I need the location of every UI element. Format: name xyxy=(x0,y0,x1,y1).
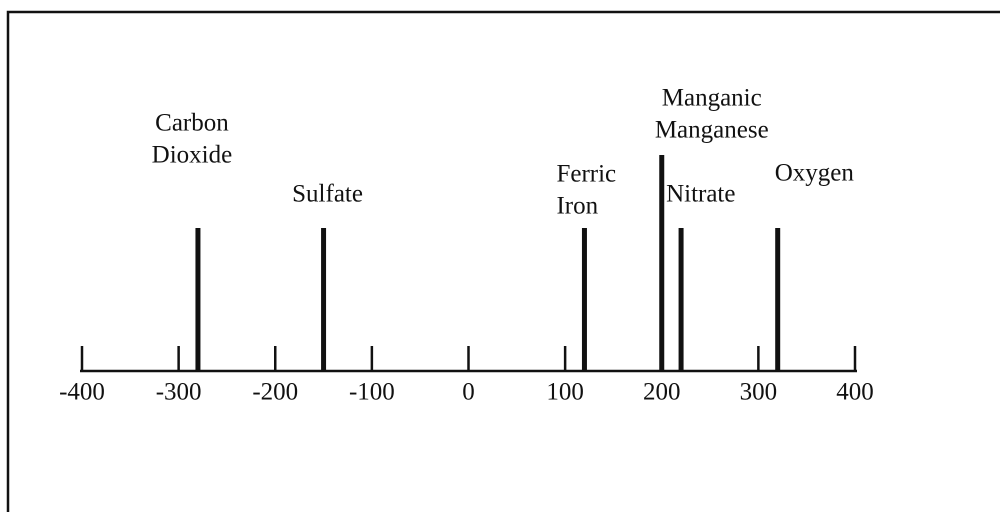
species-label: Manganese xyxy=(655,117,769,144)
x-tick-label: -300 xyxy=(156,379,202,406)
x-tick-label: -100 xyxy=(349,379,395,406)
x-tick-label: -400 xyxy=(59,379,105,406)
x-tick-label: 200 xyxy=(643,379,681,406)
species-label: Carbon xyxy=(155,110,229,137)
x-tick-label: 0 xyxy=(462,379,475,406)
species-label: Iron xyxy=(556,193,598,220)
x-tick-label: 400 xyxy=(836,379,874,406)
x-tick-label: -200 xyxy=(252,379,298,406)
species-label: Oxygen xyxy=(775,160,855,187)
x-tick-label: 300 xyxy=(740,379,778,406)
species-label: Ferric xyxy=(556,161,616,188)
x-tick-label: 100 xyxy=(546,379,584,406)
species-label: Manganic xyxy=(662,85,762,112)
species-label: Sulfate xyxy=(292,181,363,208)
species-label: Nitrate xyxy=(666,181,735,208)
frame xyxy=(6,10,1000,512)
species-label: Dioxide xyxy=(152,142,233,169)
